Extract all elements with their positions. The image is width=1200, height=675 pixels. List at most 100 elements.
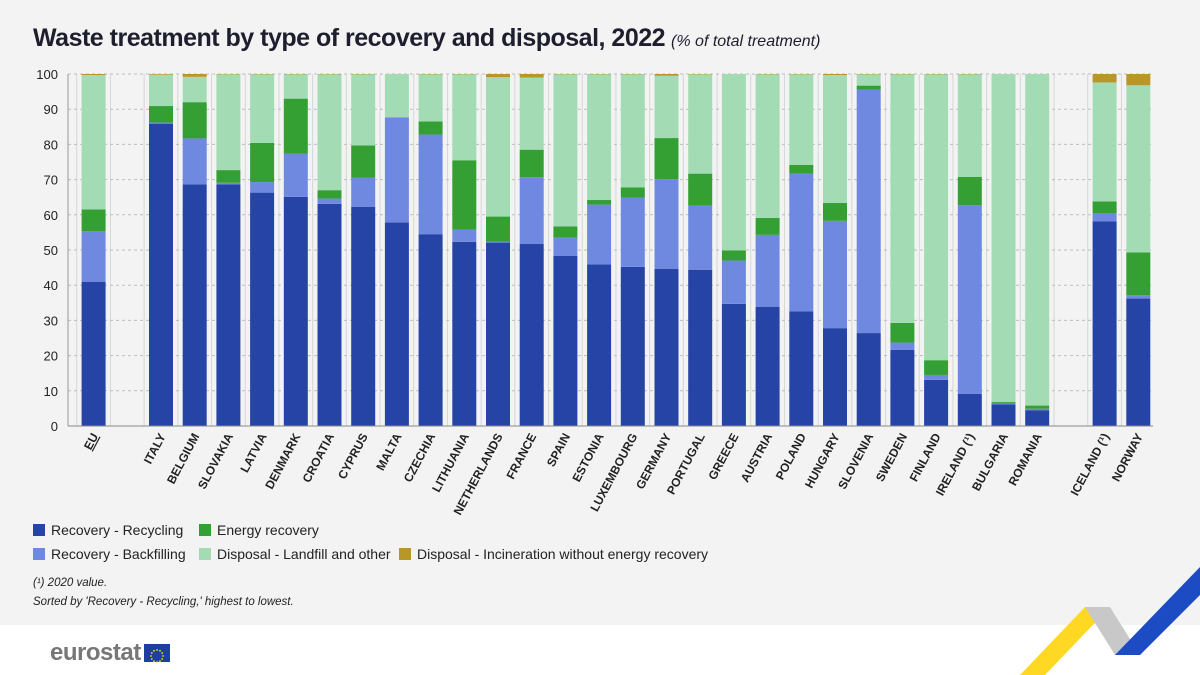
x-tick-label: GREECE <box>705 431 741 482</box>
x-tick-label: ESTONIA <box>569 431 606 485</box>
bar-segment-disposal-landfill-and-other <box>182 76 207 103</box>
bar-segment-recovery-recycling <box>890 349 915 426</box>
yellow-stripe <box>1020 607 1110 675</box>
bar-segment-recovery-backfilling <box>553 237 578 256</box>
bar-segment-disposal-incineration-without-energy-recovery <box>1126 74 1151 86</box>
chart-title: Waste treatment by type of recovery and … <box>33 24 820 53</box>
bar-segment-disposal-landfill-and-other <box>890 74 915 323</box>
y-tick-label: 90 <box>44 102 58 117</box>
star-icon <box>160 658 163 660</box>
bar-segment-recovery-recycling <box>856 333 881 426</box>
gray-stripe <box>1085 607 1140 655</box>
bar-segment-recovery-backfilling <box>81 231 106 282</box>
bar-segment-recovery-backfilling <box>1126 295 1151 299</box>
bar-segment-disposal-landfill-and-other <box>1126 85 1151 253</box>
bar-segment-recovery-recycling <box>1126 298 1151 426</box>
bar-segment-recovery-recycling <box>789 311 814 426</box>
legend-swatch <box>399 548 411 560</box>
legend-label: Recovery - Backfilling <box>51 546 186 562</box>
bar-segment-disposal-landfill-and-other <box>587 74 612 201</box>
y-tick-label: 100 <box>36 67 58 82</box>
x-tick-label: CZECHIA <box>401 431 439 485</box>
bar-segment-energy-recovery <box>283 98 308 154</box>
legend-item: Recovery - Recycling <box>33 522 183 538</box>
x-tick-label: NORWAY <box>1109 431 1146 484</box>
bar-segment-recovery-recycling <box>81 281 106 426</box>
star-icon <box>149 655 152 657</box>
bar-segment-recovery-backfilling <box>452 229 477 242</box>
bar-segment-disposal-landfill-and-other <box>317 74 342 191</box>
bar-segment-disposal-incineration-without-energy-recovery <box>519 74 544 78</box>
bar-segment-energy-recovery <box>553 226 578 238</box>
bar-segment-recovery-recycling <box>587 264 612 426</box>
bar-segment-recovery-recycling <box>688 269 713 426</box>
decorative-stripes <box>1020 567 1200 675</box>
y-tick-label: 80 <box>44 137 58 152</box>
star-icon <box>155 661 158 663</box>
bar-segment-recovery-recycling <box>486 242 510 426</box>
x-tick-label: ICELAND (¹) <box>1068 431 1113 498</box>
bar-segment-recovery-recycling <box>418 234 443 426</box>
bar-segment-energy-recovery <box>1092 201 1117 214</box>
y-tick-label: 70 <box>44 173 58 188</box>
bar-segment-disposal-landfill-and-other <box>81 75 106 210</box>
bar-segment-recovery-backfilling <box>823 220 847 329</box>
bar-segment-disposal-incineration-without-energy-recovery <box>486 74 510 78</box>
x-tick-label: ROMANIA <box>1006 431 1045 488</box>
bar-segment-recovery-backfilling <box>149 122 173 124</box>
x-tick-label: SLOVAKIA <box>195 431 236 492</box>
bar-segment-disposal-landfill-and-other <box>519 77 544 150</box>
star-icon <box>158 660 161 663</box>
bar-segment-energy-recovery <box>890 322 915 343</box>
bar-segment-disposal-landfill-and-other <box>1025 74 1050 406</box>
x-tick-label: FRANCE <box>504 431 540 482</box>
bar-segment-recovery-backfilling <box>755 234 780 307</box>
bar-segment-energy-recovery <box>81 209 106 232</box>
bar-segment-recovery-backfilling <box>721 260 746 304</box>
y-tick-label: 30 <box>44 313 58 328</box>
bar-segment-disposal-landfill-and-other <box>351 74 376 146</box>
bar-segment-energy-recovery <box>216 170 241 183</box>
bar-segment-energy-recovery <box>856 85 881 90</box>
bar-segment-recovery-recycling <box>317 203 342 426</box>
x-tick-label: LATVIA <box>237 431 269 475</box>
x-tick-label: SWEDEN <box>873 431 910 484</box>
bar-segment-disposal-landfill-and-other <box>924 74 949 361</box>
bar-segment-disposal-landfill-and-other <box>250 74 275 143</box>
bar-segment-recovery-recycling <box>620 266 645 426</box>
bar-segment-recovery-recycling <box>519 244 544 426</box>
bar-segment-recovery-backfilling <box>587 204 612 265</box>
x-tick-label: FINLAND <box>907 431 944 484</box>
bar-segment-recovery-recycling <box>250 192 275 426</box>
x-tick-label: MALTA <box>373 431 404 473</box>
bar-segment-recovery-recycling <box>721 303 746 426</box>
x-tick-label: ITALY <box>141 431 169 466</box>
bar-segment-recovery-backfilling <box>856 89 881 334</box>
title-text: Waste treatment by type of recovery and … <box>33 24 666 52</box>
bar-segment-energy-recovery <box>519 149 544 178</box>
y-tick-label: 0 <box>51 419 58 434</box>
bar-segment-energy-recovery <box>688 173 713 206</box>
bar-segment-recovery-backfilling <box>182 138 207 185</box>
sort-note: Sorted by 'Recovery - Recycling,' highes… <box>33 596 294 608</box>
x-tick-label: SPAIN <box>544 431 573 469</box>
legend-swatch <box>199 548 211 560</box>
bar-segment-recovery-backfilling <box>924 374 949 380</box>
bar-segment-energy-recovery <box>587 200 612 205</box>
bar-segment-recovery-recycling <box>823 328 847 426</box>
x-tick-label: POLAND <box>773 431 809 483</box>
legend-label: Disposal - Landfill and other <box>217 546 391 562</box>
logo-text: eurostat <box>50 639 141 666</box>
bar-segment-disposal-landfill-and-other <box>418 74 443 122</box>
star-icon <box>150 658 153 660</box>
bar-segment-energy-recovery <box>654 138 679 180</box>
legend-swatch <box>199 524 211 536</box>
bar-segment-disposal-landfill-and-other <box>856 74 881 86</box>
star-icon <box>152 649 155 652</box>
bar-segment-energy-recovery <box>317 190 342 199</box>
y-tick-label: 50 <box>44 243 58 258</box>
bar-segment-disposal-landfill-and-other <box>149 74 173 107</box>
bar-segment-recovery-recycling <box>924 379 949 426</box>
x-tick-label: EU <box>81 431 101 452</box>
bar-segment-recovery-backfilling <box>789 173 814 312</box>
